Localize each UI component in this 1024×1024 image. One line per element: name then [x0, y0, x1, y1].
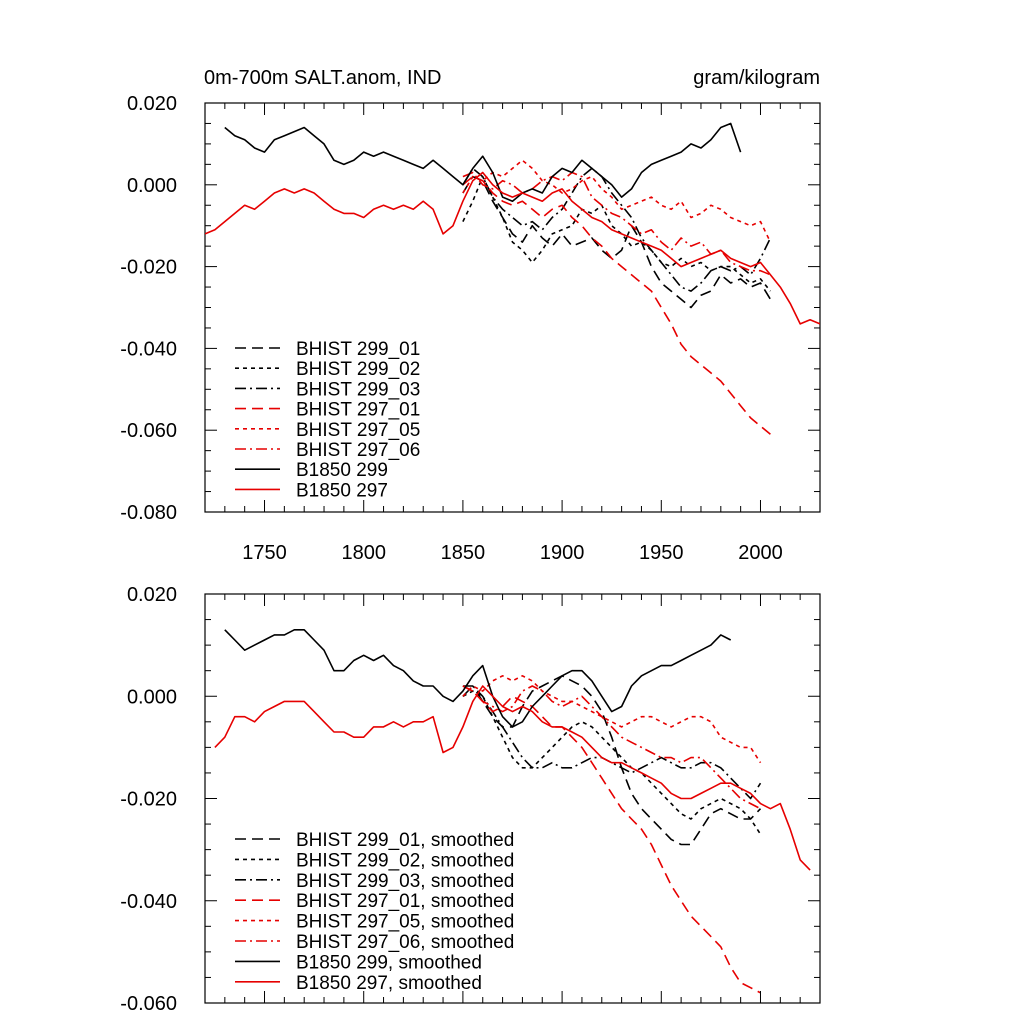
legend-label: BHIST 299_02 [296, 359, 420, 380]
series-line-bhist-297-06 [462, 171, 771, 276]
y-tick-label: 0.020 [127, 584, 177, 606]
x-tick-label: 1850 [441, 542, 486, 564]
series-line-bhist-299-02-smoothed [462, 690, 762, 835]
y-tick-label: -0.040 [120, 891, 177, 913]
y-tick-label: 0.020 [127, 93, 177, 115]
series-line-b1850-297-smoothed [214, 685, 811, 871]
x-tick-label: 1750 [242, 542, 287, 564]
y-tick-label: 0.000 [127, 175, 177, 197]
legend-label: BHIST 297_05, smoothed [296, 912, 514, 933]
x-tick-label: 2000 [738, 542, 783, 564]
y-tick-label: -0.060 [120, 993, 177, 1015]
axis-ticks: 1750 1800 1850 1900 1950 2000 0.020 0.000 -0.020… [120, 93, 820, 564]
y-tick-label: -0.080 [120, 502, 177, 524]
series-lines [214, 628, 811, 994]
series-lines [205, 122, 820, 435]
legend-label: BHIST 297_01, smoothed [296, 891, 514, 912]
chart-title: 0m-700m SALT.anom, IND [204, 67, 442, 89]
series-line-b1850-299 [224, 122, 742, 202]
y-tick-label: -0.020 [120, 257, 177, 279]
chart-units: gram/kilogram [693, 67, 820, 89]
series-line-bhist-299-03-smoothed [462, 685, 762, 800]
x-tick-label: 1950 [639, 542, 684, 564]
legend-label: BHIST 299_01 [296, 339, 420, 360]
legend-label: BHIST 297_01 [296, 400, 420, 421]
series-line-bhist-297-05-smoothed [462, 674, 762, 764]
legend-label: B1850 297 [296, 480, 388, 501]
legend-label: BHIST 299_03, smoothed [296, 871, 514, 892]
y-tick-label: -0.020 [120, 789, 177, 811]
y-tick-label: -0.060 [120, 420, 177, 442]
bottom-panel: 0.020 0.000 -0.020 -0.040 -0.060 BHIST 299_0… [120, 584, 821, 1015]
legend-label: BHIST 299_03 [296, 379, 420, 400]
legend-label: BHIST 299_02, smoothed [296, 850, 514, 871]
legend-label: B1850 299, smoothed [296, 952, 482, 973]
legend-label: B1850 297, smoothed [296, 973, 482, 994]
series-line-bhist-297-01 [462, 175, 771, 435]
axis-ticks: 0.020 0.000 -0.020 -0.040 -0.060 [120, 584, 820, 1015]
series-line-b1850-299-smoothed [224, 628, 732, 728]
y-tick-label: -0.040 [120, 338, 177, 360]
series-line-bhist-297-01-smoothed [462, 685, 761, 994]
legend-label: BHIST 297_05 [296, 420, 420, 441]
legend-label: BHIST 297_06 [296, 440, 420, 461]
legend-label: BHIST 297_06, smoothed [296, 932, 514, 953]
series-line-bhist-299-01 [462, 175, 772, 309]
legend-label: BHIST 299_01, smoothed [296, 830, 514, 851]
x-tick-label: 1900 [540, 542, 585, 564]
x-tick-label: 1800 [341, 542, 386, 564]
series-line-b1850-297 [205, 171, 820, 325]
legend-label: B1850 299 [296, 460, 388, 481]
top-panel: 0m-700m SALT.anom, IND gram/kilogram 175… [120, 67, 821, 564]
series-line-bhist-299-02 [462, 175, 772, 292]
series-line-bhist-299-03 [462, 167, 772, 292]
series-line-bhist-297-05 [462, 159, 772, 243]
series-line-bhist-297-06-smoothed [462, 685, 761, 810]
y-tick-label: 0.000 [127, 686, 177, 708]
